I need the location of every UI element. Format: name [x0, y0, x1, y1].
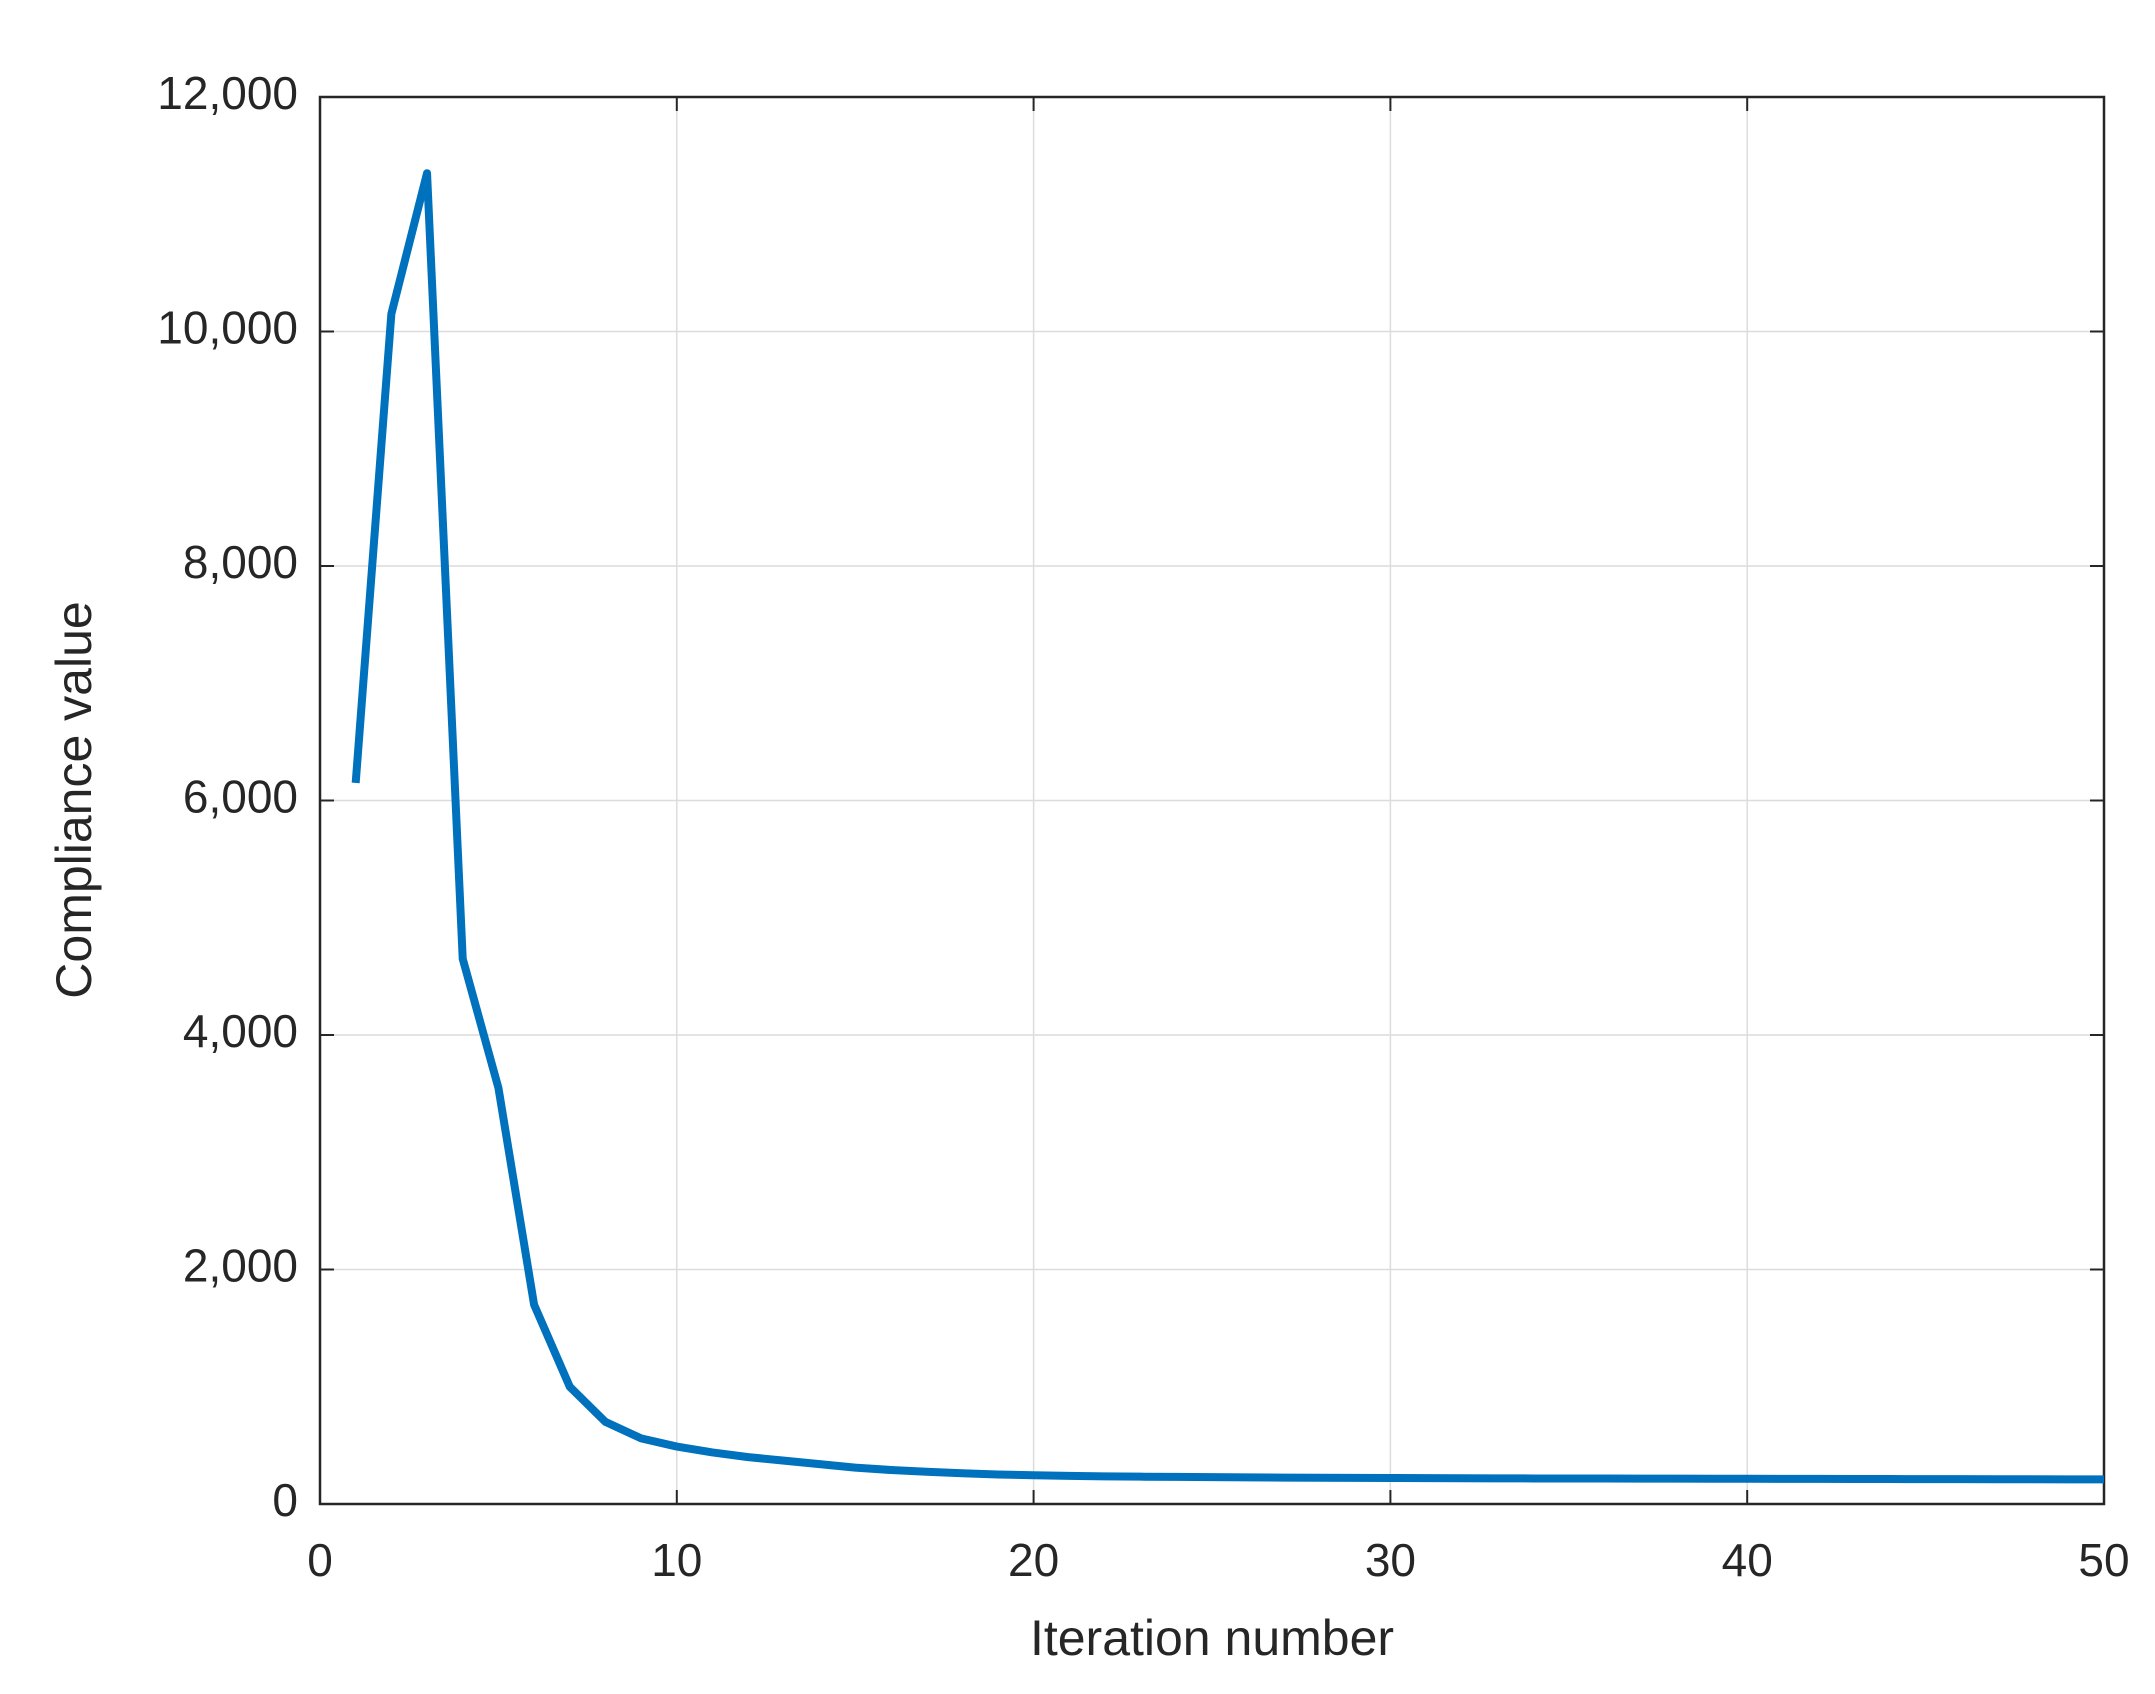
x-tick-label: 0	[307, 1534, 333, 1586]
x-tick-label: 20	[1008, 1534, 1059, 1586]
x-tick-label: 30	[1365, 1534, 1416, 1586]
y-tick-label: 6,000	[183, 771, 298, 823]
y-axis-label: Compliance value	[46, 601, 102, 998]
y-tick-label: 2,000	[183, 1240, 298, 1292]
y-tick-label: 10,000	[157, 302, 298, 354]
y-tick-label: 0	[272, 1474, 298, 1526]
data-line	[351, 169, 2104, 1484]
x-tick-label: 40	[1722, 1534, 1773, 1586]
x-tick-label: 50	[2078, 1534, 2129, 1586]
plot-frame	[318, 95, 2106, 1506]
y-tick-label: 12,000	[157, 67, 298, 119]
y-tick-label: 4,000	[183, 1005, 298, 1057]
x-axis-label: Iteration number	[1030, 1610, 1394, 1666]
x-tick-label: 10	[651, 1534, 702, 1586]
y-tick-label: 8,000	[183, 536, 298, 588]
